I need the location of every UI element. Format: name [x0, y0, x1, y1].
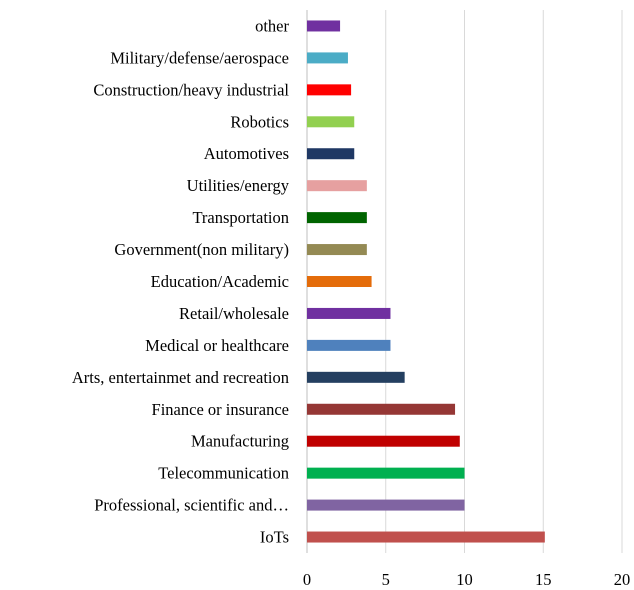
- category-label: other: [255, 16, 289, 35]
- bar: [307, 435, 460, 447]
- bar: [307, 531, 545, 543]
- category-label: Medical or healthcare: [145, 336, 289, 355]
- category-label: Government(non military): [114, 240, 289, 259]
- category-label: Military/defense/aerospace: [110, 48, 289, 67]
- category-label: Transportation: [192, 208, 289, 227]
- grid-layer: [306, 10, 623, 553]
- x-tick-label: 0: [303, 570, 311, 589]
- bar: [307, 84, 352, 96]
- category-label: Arts, entertainmet and recreation: [72, 368, 289, 387]
- bar: [307, 307, 391, 319]
- category-label: Robotics: [230, 112, 289, 131]
- category-label: Education/Academic: [151, 272, 289, 291]
- x-tick-label: 15: [535, 570, 552, 589]
- bar: [307, 403, 456, 415]
- bar: [307, 467, 465, 479]
- bar: [307, 371, 405, 383]
- bars-layer: [307, 20, 545, 543]
- category-label: Retail/wholesale: [179, 304, 289, 323]
- bar: [307, 244, 367, 256]
- category-label: IoTs: [260, 528, 289, 547]
- category-label: Construction/heavy industrial: [93, 80, 289, 99]
- category-label: Utilities/energy: [187, 176, 290, 195]
- category-label: Automotives: [204, 144, 289, 163]
- bar: [307, 180, 367, 192]
- bar: [307, 52, 348, 64]
- x-tick-label: 5: [382, 570, 390, 589]
- bar: [307, 148, 355, 160]
- bar: [307, 212, 367, 224]
- category-label: Finance or insurance: [152, 400, 289, 419]
- category-label: Manufacturing: [191, 432, 289, 451]
- bar: [307, 20, 341, 32]
- bar: [307, 276, 372, 287]
- x-tick-label: 10: [456, 570, 473, 589]
- x-tick-labels: 0 5 10 15 20: [303, 570, 630, 589]
- category-label: Telecommunication: [158, 464, 289, 483]
- bar: [307, 499, 465, 511]
- x-tick-label: 20: [614, 570, 631, 589]
- category-label: Professional, scientific and…: [94, 496, 289, 515]
- bar: [307, 116, 355, 128]
- category-labels: IoTs Professional, scientific and… Telecom…: [72, 16, 290, 546]
- bar: [307, 339, 391, 351]
